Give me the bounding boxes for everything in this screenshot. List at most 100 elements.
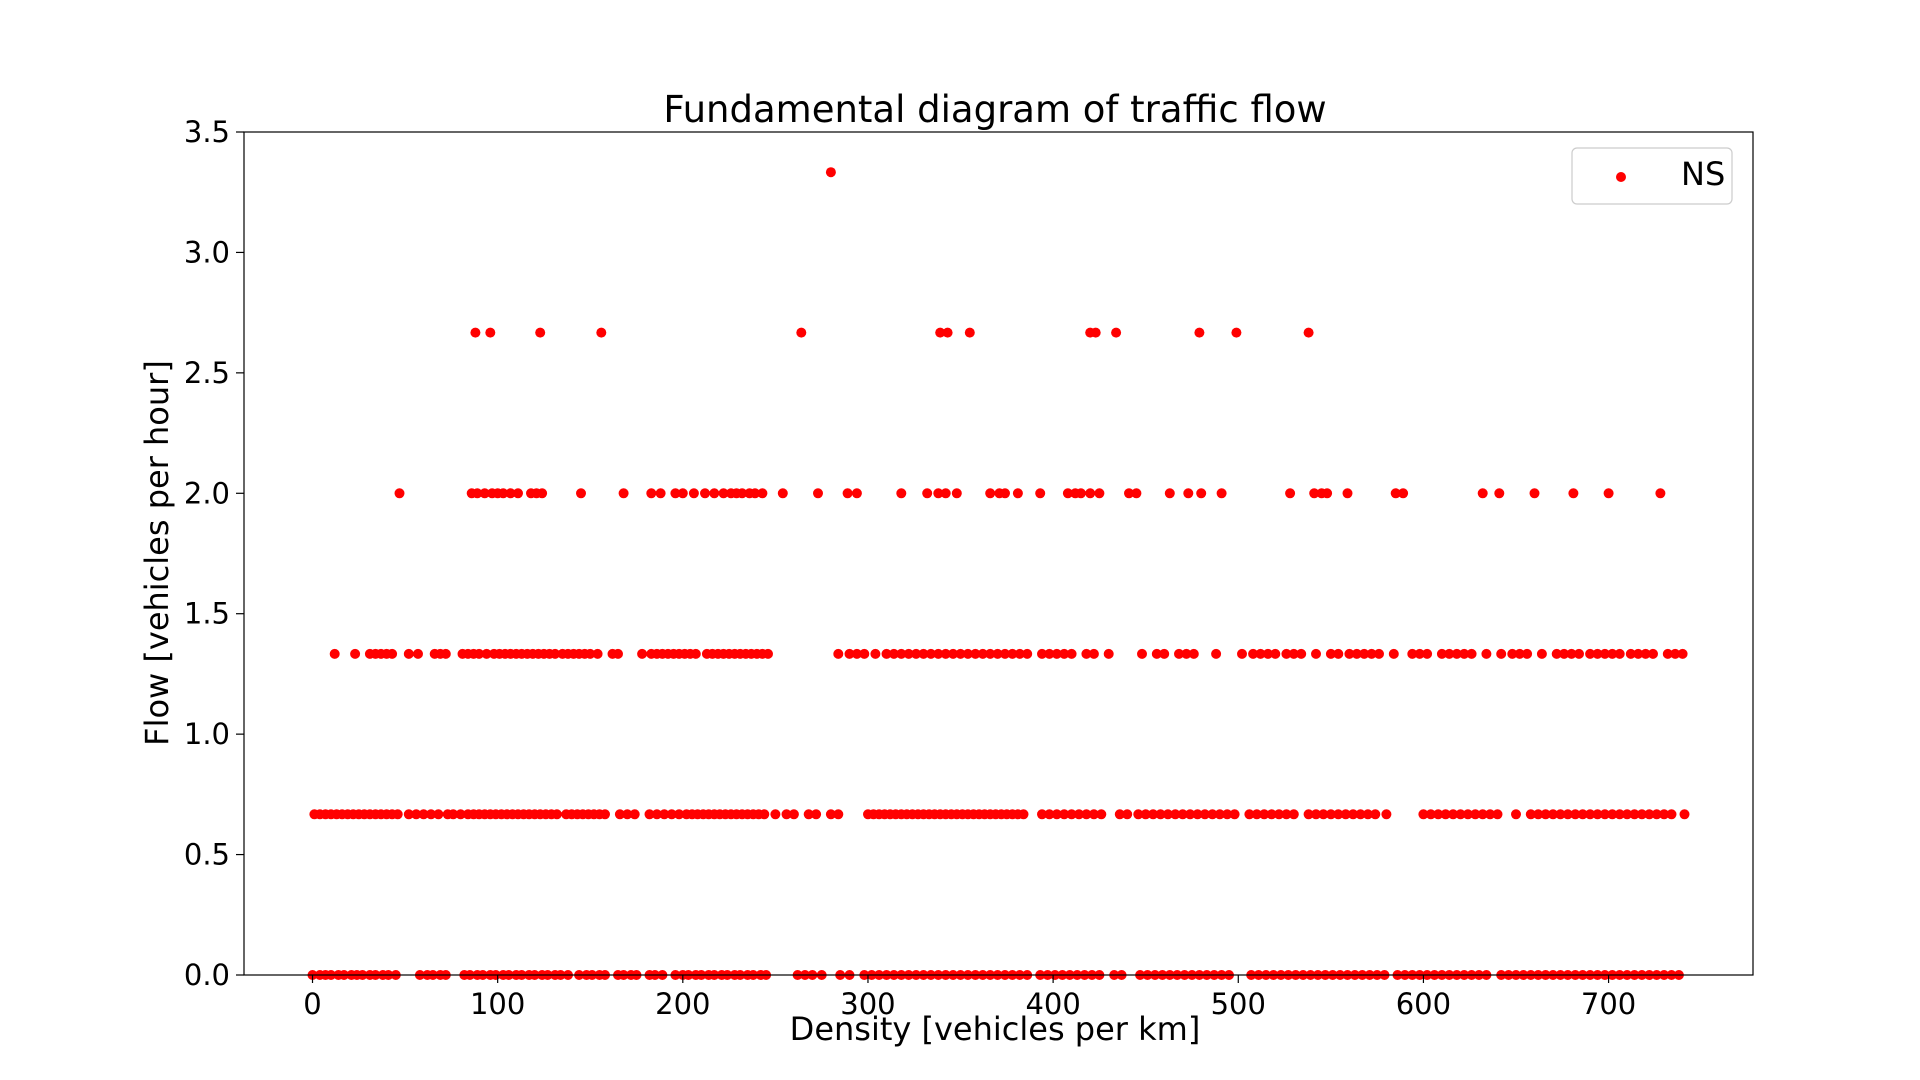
data-point xyxy=(1425,809,1436,820)
data-point xyxy=(1211,648,1222,659)
data-point xyxy=(781,809,792,820)
data-point xyxy=(1296,648,1307,659)
x-axis-ticks: 0 100 200 300 400 500 600 700 xyxy=(303,975,1636,1021)
data-point xyxy=(1333,809,1344,820)
data-point xyxy=(1362,809,1373,820)
data-point xyxy=(1677,648,1688,659)
data-point xyxy=(1035,488,1046,499)
data-point xyxy=(1103,648,1114,659)
data-points xyxy=(307,167,1690,980)
data-point xyxy=(387,648,398,659)
data-point xyxy=(1574,648,1584,659)
data-point xyxy=(1262,648,1273,659)
y-tick-label: 2.0 xyxy=(184,476,230,510)
data-point xyxy=(1568,488,1579,499)
data-point xyxy=(1133,809,1144,820)
data-point xyxy=(1259,809,1270,820)
data-point xyxy=(329,648,340,659)
data-point xyxy=(670,488,681,499)
data-point xyxy=(1599,809,1610,820)
data-point xyxy=(1470,809,1481,820)
data-point xyxy=(470,327,481,338)
data-point xyxy=(918,648,929,659)
data-point xyxy=(1344,648,1355,659)
data-point xyxy=(1340,809,1351,820)
data-point xyxy=(1555,809,1566,820)
data-point xyxy=(1044,809,1055,820)
data-point xyxy=(481,648,492,659)
data-point xyxy=(1074,809,1084,820)
data-point xyxy=(1012,488,1023,499)
data-point xyxy=(1255,648,1266,659)
data-point xyxy=(403,809,414,820)
y-tick-label: 3.0 xyxy=(184,235,230,269)
legend-marker-ns xyxy=(1616,172,1626,182)
y-tick-label: 0.5 xyxy=(184,838,230,872)
chart-title: Fundamental diagram of traffic flow xyxy=(663,88,1326,131)
data-point xyxy=(844,648,855,659)
data-point xyxy=(1644,809,1655,820)
data-point xyxy=(1037,809,1047,820)
data-point xyxy=(646,488,657,499)
data-point xyxy=(1037,648,1047,659)
data-point xyxy=(1444,648,1455,659)
x-tick-label: 600 xyxy=(1396,987,1451,1021)
data-point xyxy=(392,809,403,820)
data-point xyxy=(942,327,953,338)
data-point xyxy=(1137,648,1147,659)
data-point xyxy=(1511,809,1521,820)
data-point xyxy=(1325,648,1336,659)
data-point xyxy=(833,648,844,659)
data-point xyxy=(1311,648,1321,659)
data-point xyxy=(1318,809,1329,820)
data-point xyxy=(1162,809,1173,820)
data-point xyxy=(618,488,629,499)
data-point xyxy=(1592,809,1603,820)
data-point xyxy=(659,809,670,820)
data-point xyxy=(1390,488,1401,499)
x-tick-label: 100 xyxy=(470,987,525,1021)
data-point xyxy=(1051,648,1062,659)
data-point xyxy=(759,809,770,820)
data-point xyxy=(985,488,996,499)
data-point xyxy=(551,809,562,820)
data-point xyxy=(1655,488,1666,499)
data-point xyxy=(1174,648,1184,659)
y-axis-ticks: 0.0 0.5 1.0 1.5 2.0 2.5 3.0 3.5 xyxy=(184,115,244,992)
data-point xyxy=(1533,809,1544,820)
data-point xyxy=(859,648,870,659)
data-point xyxy=(1477,488,1488,499)
data-point xyxy=(485,327,496,338)
data-point xyxy=(1090,327,1101,338)
data-point xyxy=(1322,488,1333,499)
data-point xyxy=(788,809,799,820)
data-point xyxy=(1529,488,1540,499)
data-point xyxy=(433,809,444,820)
data-point xyxy=(600,809,610,820)
data-point xyxy=(629,809,640,820)
data-point xyxy=(933,488,944,499)
data-point xyxy=(1485,809,1496,820)
data-point xyxy=(1059,809,1070,820)
x-tick-label: 400 xyxy=(1025,987,1080,1021)
data-point xyxy=(596,327,607,338)
data-point xyxy=(513,488,523,499)
data-point xyxy=(1199,809,1210,820)
data-point xyxy=(825,809,836,820)
data-point xyxy=(350,648,361,659)
data-point xyxy=(1648,648,1658,659)
data-point xyxy=(1281,648,1292,659)
data-point xyxy=(948,648,959,659)
y-tick-label: 2.5 xyxy=(184,356,230,390)
data-point xyxy=(1151,648,1162,659)
data-point xyxy=(803,809,814,820)
data-point xyxy=(666,809,677,820)
data-point xyxy=(1436,648,1447,659)
data-point xyxy=(1492,809,1503,820)
data-point xyxy=(592,648,603,659)
data-point xyxy=(1085,488,1096,499)
data-point xyxy=(851,488,862,499)
data-point xyxy=(935,327,946,338)
data-point xyxy=(1666,809,1677,820)
data-point xyxy=(1633,648,1644,659)
